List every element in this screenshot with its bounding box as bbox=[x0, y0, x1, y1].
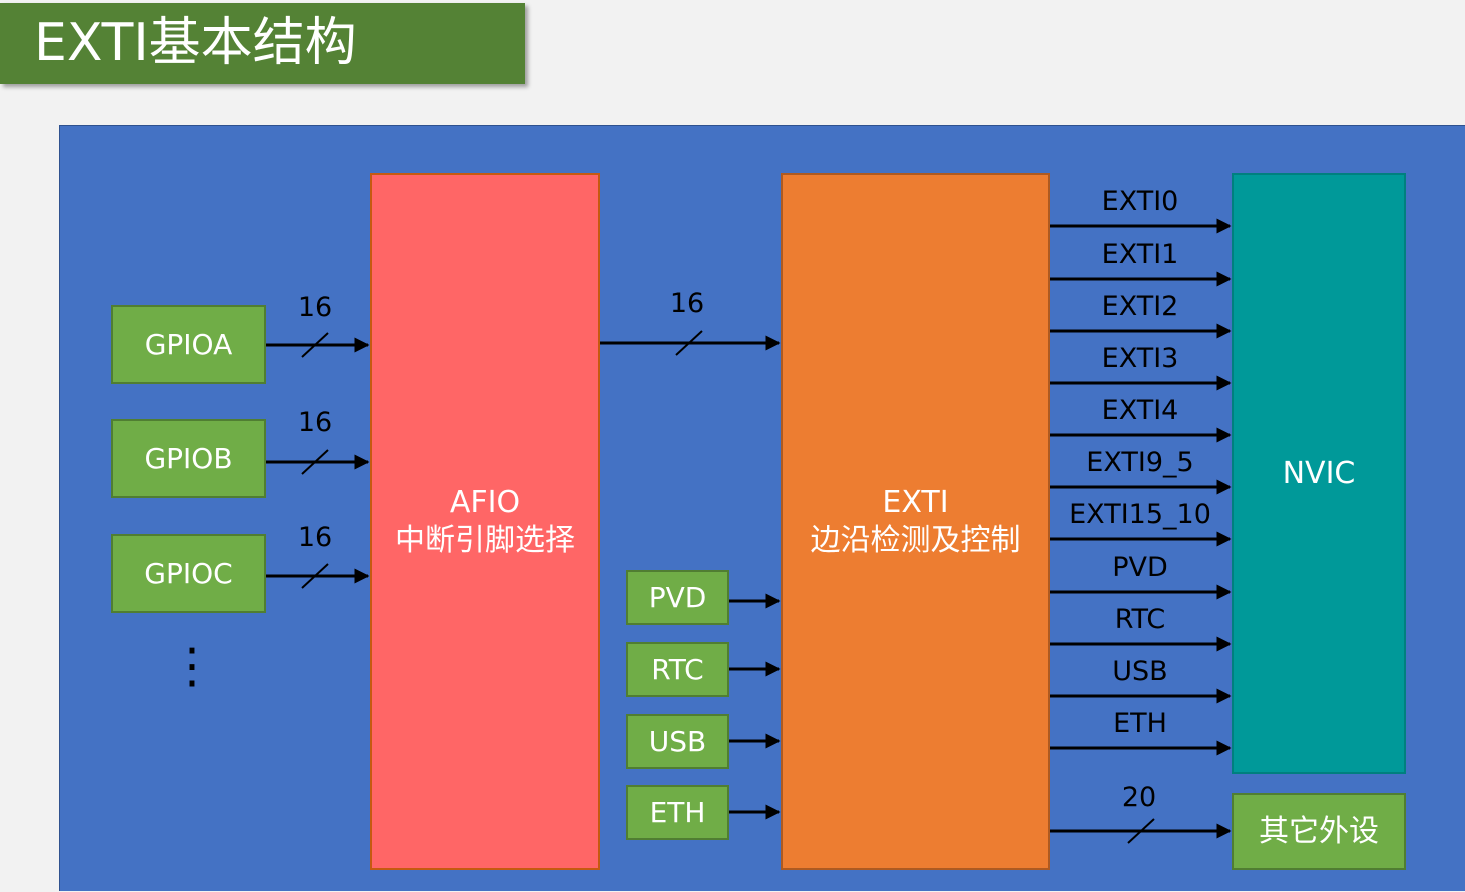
other-peripherals-block: 其它外设 bbox=[1232, 793, 1406, 870]
out-label-pvd: PVD bbox=[1112, 552, 1168, 583]
other-bus-slash bbox=[1127, 818, 1155, 844]
exti-block: EXTI 边沿检测及控制 bbox=[781, 173, 1050, 870]
other-bus-label: 20 bbox=[1121, 782, 1157, 813]
gpioc-block: GPIOC bbox=[111, 534, 266, 613]
gpio-ellipsis: ⋮ bbox=[168, 638, 216, 694]
out-label-eth: ETH bbox=[1113, 708, 1167, 739]
out-label-exti9-5: EXTI9_5 bbox=[1086, 447, 1194, 478]
afio-block: AFIO 中断引脚选择 bbox=[370, 173, 600, 870]
rtc-source-label: RTC bbox=[651, 653, 704, 686]
afio-exti-bus-slash bbox=[675, 330, 703, 356]
out-label-usb: USB bbox=[1112, 656, 1168, 687]
gpioc-label: GPIOC bbox=[144, 557, 233, 590]
eth-source-label: ETH bbox=[649, 796, 706, 829]
usb-source-block: USB bbox=[626, 714, 729, 769]
pvd-source-block: PVD bbox=[626, 570, 729, 625]
gpioc-bus-slash bbox=[301, 563, 329, 589]
pvd-source-label: PVD bbox=[648, 581, 707, 614]
connection-lines bbox=[266, 218, 1232, 844]
gpioa-label: GPIOA bbox=[144, 328, 233, 361]
gpioc-bus-label: 16 bbox=[297, 522, 333, 553]
other-peripherals-label: 其它外设 bbox=[1259, 813, 1379, 849]
afio-exti-bus-label: 16 bbox=[669, 288, 705, 319]
nvic-label: NVIC bbox=[1282, 455, 1356, 491]
diagram-panel: GPIOA GPIOB GPIOC ⋮ 16 16 16 AFIO 中断引脚选择… bbox=[59, 125, 1465, 891]
usb-source-label: USB bbox=[648, 725, 707, 758]
exti-title: EXTI bbox=[882, 485, 949, 520]
title-banner: EXTI基本结构 bbox=[0, 3, 525, 84]
gpiob-block: GPIOB bbox=[111, 419, 266, 498]
nvic-block: NVIC bbox=[1232, 173, 1406, 774]
out-label-exti0: EXTI0 bbox=[1101, 186, 1179, 217]
eth-source-block: ETH bbox=[626, 785, 729, 840]
rtc-source-block: RTC bbox=[626, 642, 729, 697]
afio-subtitle: 中断引脚选择 bbox=[395, 522, 575, 558]
out-label-exti1: EXTI1 bbox=[1101, 239, 1179, 270]
gpioa-bus-label: 16 bbox=[297, 292, 333, 323]
gpiob-bus-slash bbox=[301, 449, 329, 475]
out-label-rtc: RTC bbox=[1114, 604, 1166, 635]
out-label-exti4: EXTI4 bbox=[1101, 395, 1179, 426]
gpiob-label: GPIOB bbox=[144, 442, 233, 475]
exti-subtitle: 边沿检测及控制 bbox=[810, 522, 1021, 558]
afio-title: AFIO bbox=[449, 485, 521, 520]
out-label-exti3: EXTI3 bbox=[1101, 343, 1179, 374]
gpiob-bus-label: 16 bbox=[297, 407, 333, 438]
out-label-exti2: EXTI2 bbox=[1101, 291, 1179, 322]
gpioa-block: GPIOA bbox=[111, 305, 266, 384]
page-title: EXTI基本结构 bbox=[34, 13, 357, 73]
gpioa-bus-slash bbox=[301, 332, 329, 358]
out-label-exti15-10: EXTI15_10 bbox=[1069, 499, 1211, 530]
